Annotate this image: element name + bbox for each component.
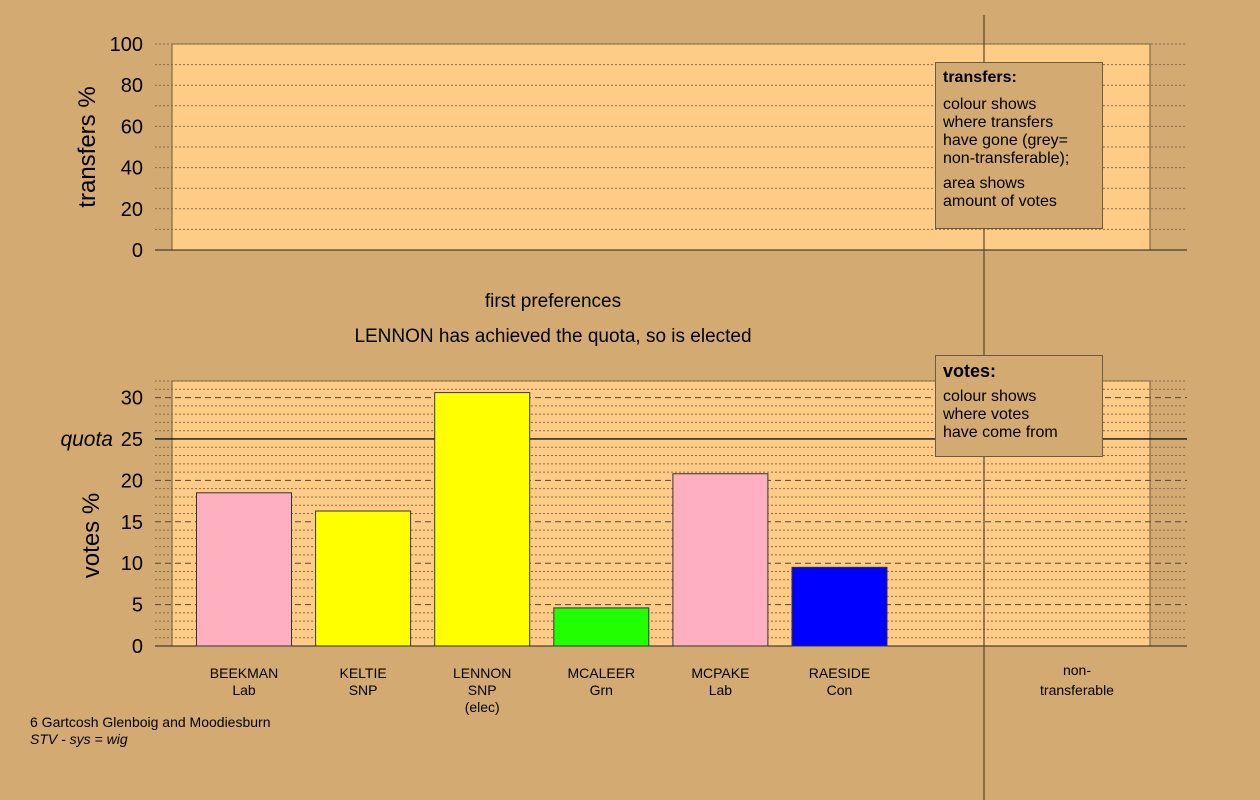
candidate-party-label: Lab: [709, 682, 733, 698]
candidate-party-label: Con: [827, 682, 853, 698]
bar-raeside: [791, 566, 888, 647]
votes-legend-line: colour shows: [943, 388, 1037, 405]
votes-y-tick-label: 5: [132, 595, 143, 617]
transfers-y-tick-label: 20: [121, 199, 143, 221]
transfers-y-tick-label: 40: [121, 158, 143, 180]
transfers-y-tick-label: 100: [110, 34, 143, 56]
votes-y-tick-label: 20: [121, 470, 143, 492]
candidate-party-label: Grn: [590, 682, 613, 698]
votes-y-axis-label: votes %: [78, 493, 105, 578]
transfers-legend: transfers: colour shows where transfers …: [935, 62, 1103, 229]
votes-legend-line: where votes: [943, 406, 1030, 423]
bar-keltie: [315, 510, 412, 647]
bar-mcaleer: [553, 607, 650, 647]
candidate-name-label: KELTIE: [339, 665, 386, 681]
candidate-name-label: MCPAKE: [691, 665, 749, 681]
candidate-party-label: SNP: [468, 682, 497, 698]
transfers-legend-line: amount of votes: [943, 193, 1057, 210]
votes-legend-title: votes:: [943, 361, 997, 381]
transfers-y-tick-label: 80: [121, 75, 143, 97]
votes-y-tick-label: 10: [121, 553, 143, 575]
candidate-party-label: SNP: [349, 682, 378, 698]
votes-legend: votes: colour shows where votes have com…: [935, 355, 1103, 457]
bar-beekman: [196, 492, 292, 647]
votes-legend-line: have come from: [943, 424, 1058, 441]
chart-title: first preferences: [485, 291, 621, 312]
transfers-y-axis-label: transfers %: [74, 86, 101, 207]
candidate-party-label: Lab: [232, 682, 256, 698]
transfers-y-tick-label: 60: [121, 116, 143, 138]
non-transferable-label: transferable: [1040, 682, 1114, 698]
transfers-legend-line: area shows: [943, 175, 1025, 192]
candidate-name-label: RAESIDE: [809, 665, 870, 681]
transfers-y-tick-label: 0: [132, 240, 143, 262]
candidate-name-label: MCALEER: [567, 665, 635, 681]
quota-label: quota: [60, 428, 113, 451]
transfers-legend-title: transfers:: [943, 69, 1017, 86]
transfers-legend-line: where transfers: [943, 114, 1054, 131]
candidate-name-label: LENNON: [453, 665, 511, 681]
transfers-legend-line: non-transferable);: [943, 150, 1070, 167]
candidate-name-label: BEEKMAN: [210, 665, 278, 681]
transfers-legend-line: colour shows: [943, 96, 1037, 113]
chart-subtitle: LENNON has achieved the quota, so is ele…: [354, 326, 751, 347]
non-transferable-label: non-: [1063, 662, 1091, 678]
system-label: STV - sys = wig: [30, 731, 128, 747]
footer: 6 Gartcosh Glenboig and Moodiesburn STV …: [30, 714, 270, 748]
bar-lennon: [434, 392, 531, 647]
votes-y-tick-label: 15: [121, 512, 143, 534]
ward-name: 6 Gartcosh Glenboig and Moodiesburn: [30, 714, 271, 730]
candidate-note-label: (elec): [465, 699, 500, 715]
votes-y-tick-label: 0: [132, 636, 143, 658]
votes-y-tick-label: 30: [121, 388, 143, 410]
votes-y-tick-label: 25: [121, 429, 143, 451]
transfers-legend-line: have gone (grey=: [943, 132, 1068, 149]
bar-mcpake: [672, 473, 769, 647]
